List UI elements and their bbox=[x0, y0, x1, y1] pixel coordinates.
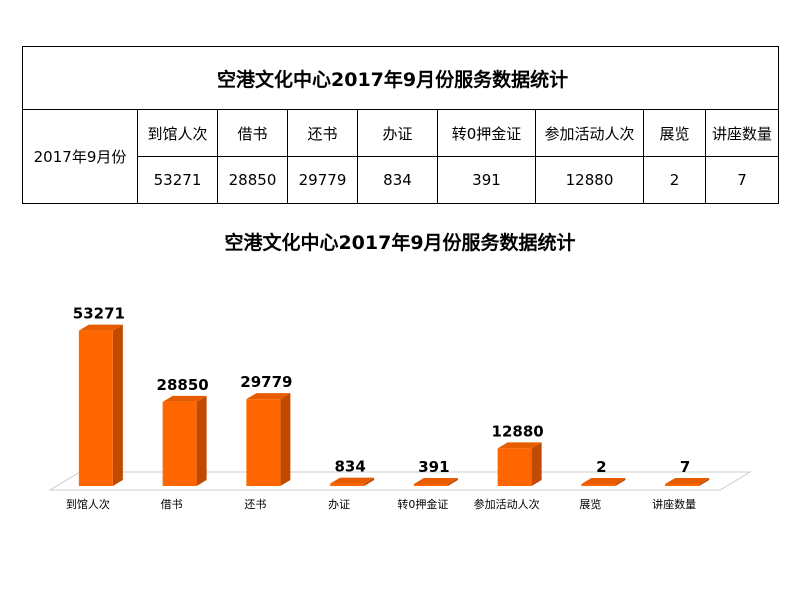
header-cell: 办证 bbox=[357, 109, 438, 157]
bar-top bbox=[497, 442, 542, 449]
value-cell: 391 bbox=[437, 156, 536, 204]
bar-top bbox=[413, 478, 458, 484]
header-cell: 讲座数量 bbox=[704, 109, 780, 157]
category-label: 参加活动人次 bbox=[474, 497, 540, 511]
table-header-row: 2017年9月份 到馆人次 借书 还书 办证 转0押金证 参加活动人次 展览 讲… bbox=[22, 109, 780, 204]
category-label: 还书 bbox=[244, 498, 266, 511]
bar-chart: 53271 到馆人次 28850 借书 29779 还书 834 办证 391 转0押金证 1288… bbox=[48, 305, 752, 511]
bar-top bbox=[581, 478, 626, 484]
bar-side bbox=[531, 442, 542, 486]
bar bbox=[665, 484, 700, 486]
header-cell: 参加活动人次 bbox=[535, 109, 644, 157]
bar-side bbox=[447, 478, 458, 486]
data-label: 2 bbox=[596, 458, 606, 476]
value-cell: 28850 bbox=[217, 156, 288, 204]
header-cell: 还书 bbox=[287, 109, 358, 157]
value-cell: 53271 bbox=[137, 156, 218, 204]
data-label: 28850 bbox=[157, 376, 209, 394]
value-cell: 29779 bbox=[287, 156, 358, 204]
bar-top bbox=[665, 478, 710, 484]
chart-floor bbox=[48, 471, 752, 491]
bar-side bbox=[112, 324, 123, 486]
bar-top bbox=[246, 393, 291, 400]
bar-side bbox=[615, 478, 626, 486]
category-label: 到馆人次 bbox=[66, 497, 110, 511]
data-label: 834 bbox=[334, 458, 365, 476]
stats-table: 空港文化中心2017年9月份服务数据统计 2017年9月份 到馆人次 借书 还书… bbox=[21, 46, 780, 204]
header-cell: 展览 bbox=[643, 109, 706, 157]
value-cell: 2 bbox=[643, 156, 706, 204]
category-label: 讲座数量 bbox=[652, 497, 696, 511]
bar bbox=[497, 448, 532, 486]
header-cell: 转0押金证 bbox=[437, 109, 536, 157]
bar bbox=[246, 399, 281, 486]
bar-top bbox=[78, 324, 123, 331]
bar-side bbox=[699, 478, 710, 486]
header-cell: 到馆人次 bbox=[137, 109, 218, 157]
value-cell: 7 bbox=[704, 156, 780, 204]
data-label: 29779 bbox=[240, 373, 292, 391]
category-label: 展览 bbox=[579, 497, 601, 511]
bar bbox=[413, 484, 448, 486]
category-label: 借书 bbox=[161, 498, 183, 511]
value-cell: 834 bbox=[357, 156, 438, 204]
period-cell: 2017年9月份 bbox=[22, 109, 138, 204]
bar-side bbox=[196, 395, 207, 486]
chart-title: 空港文化中心2017年9月份服务数据统计 bbox=[224, 232, 576, 254]
table-value-row: 53271 28850 29779 834 391 12880 2 7 bbox=[23, 156, 780, 204]
bar bbox=[581, 484, 616, 486]
data-label: 391 bbox=[418, 458, 449, 476]
bar-top bbox=[162, 395, 207, 402]
bar bbox=[330, 483, 365, 486]
bar bbox=[78, 330, 113, 486]
data-label: 7 bbox=[680, 458, 690, 476]
bar bbox=[162, 401, 197, 486]
data-label: 53271 bbox=[73, 305, 125, 323]
header-cell: 借书 bbox=[217, 109, 288, 157]
bar-side bbox=[280, 393, 291, 486]
table-title: 空港文化中心2017年9月份服务数据统计 bbox=[217, 68, 569, 91]
data-label: 12880 bbox=[492, 422, 544, 440]
table-title-row: 空港文化中心2017年9月份服务数据统计 bbox=[21, 46, 780, 110]
table-title-cell: 空港文化中心2017年9月份服务数据统计 bbox=[21, 46, 780, 110]
category-label: 转0押金证 bbox=[397, 497, 448, 511]
bar-top bbox=[330, 477, 375, 484]
value-cell: 12880 bbox=[535, 156, 644, 204]
bar-side bbox=[364, 477, 375, 486]
category-label: 办证 bbox=[328, 498, 350, 511]
